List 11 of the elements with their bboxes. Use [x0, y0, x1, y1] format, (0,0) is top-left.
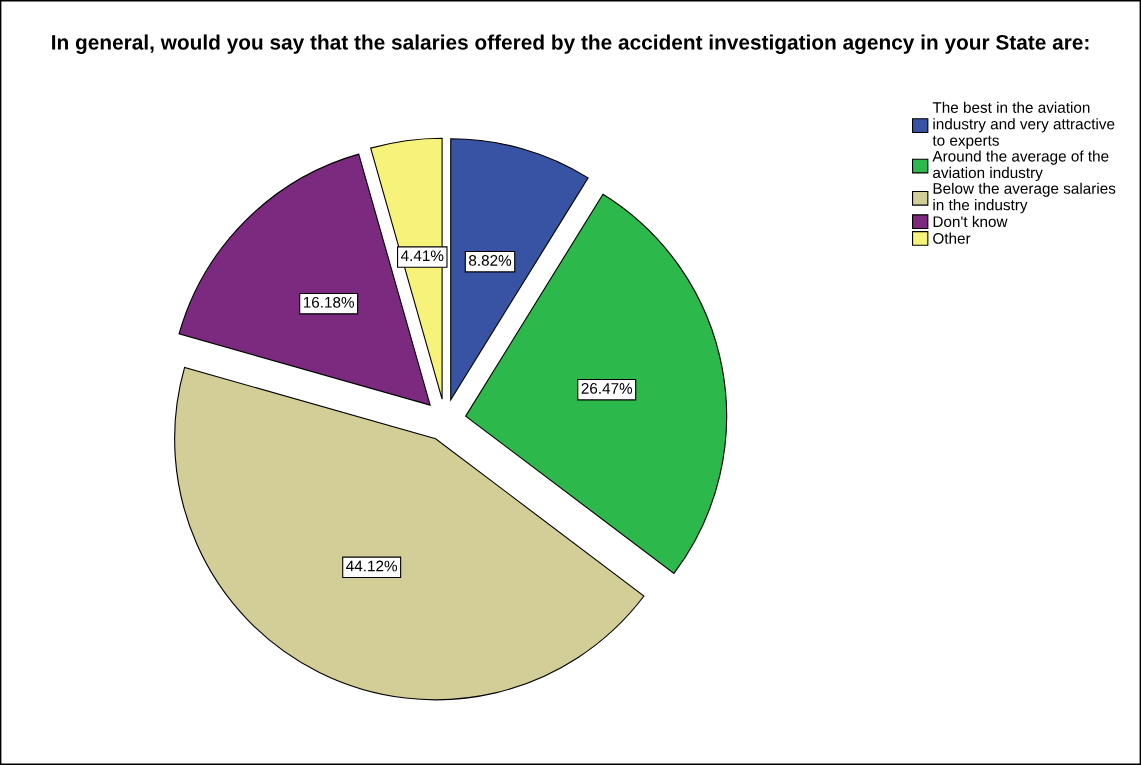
- data-label: 44.12%: [346, 560, 398, 572]
- legend-label: Around the average of the aviation industry: [932, 150, 1109, 182]
- chart-title: In general, would you say that the salaries offered by the accident investigation agency in your State are:: [52, 34, 1089, 54]
- data-label: 4.41%: [400, 250, 444, 262]
- legend-label: The best in the aviation industry and very attractive to experts: [932, 101, 1115, 149]
- legend-label: Other: [933, 232, 971, 244]
- data-label: 26.47%: [581, 383, 633, 394]
- legend-label: Below the average salaries in the industry: [933, 182, 1116, 214]
- legend-label: Don't know: [933, 215, 1008, 228]
- data-label: 8.82%: [469, 255, 512, 266]
- data-label: 16.18%: [303, 296, 355, 308]
